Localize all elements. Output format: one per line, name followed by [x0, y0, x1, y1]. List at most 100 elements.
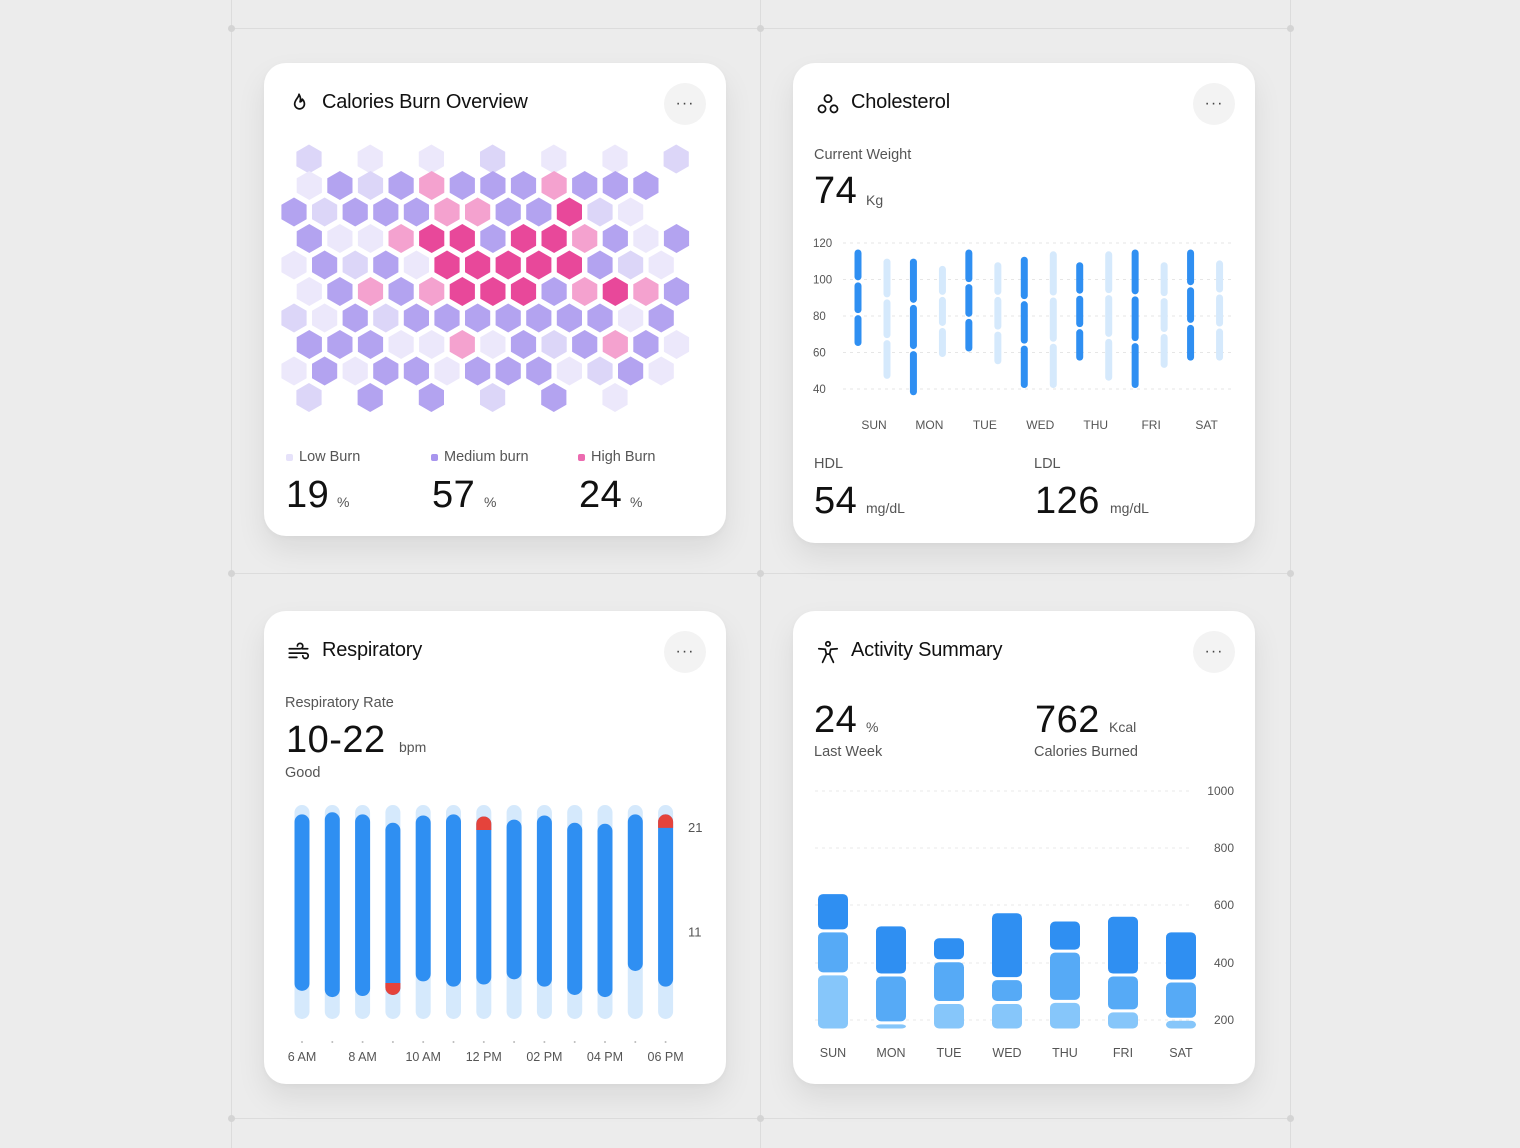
hex-cell [618, 303, 644, 333]
weight-bar-dark [965, 249, 973, 283]
legend-dot [431, 453, 438, 461]
guide-dot [1287, 1115, 1294, 1122]
hex-cell [587, 303, 613, 333]
weight-bar-light [1160, 298, 1168, 333]
card-title: Respiratory [322, 639, 423, 661]
more-options-button[interactable]: ··· [1193, 631, 1235, 673]
hex-cell [388, 330, 414, 359]
hex-cell [633, 277, 659, 306]
flame-icon [293, 93, 306, 110]
weight-bar-light [1049, 297, 1057, 342]
stacked-segment [1166, 982, 1196, 1018]
x-tick-label: 12 PM [466, 1050, 502, 1064]
hex-cell [618, 197, 644, 227]
stacked-segment [818, 894, 848, 930]
hex-cell [495, 197, 521, 227]
tick-dot [482, 1041, 485, 1043]
cholesterol-chart: 120 100 80 60 40 SUN MON TUE WED THU FRI SAT [813, 238, 1231, 432]
hex-cell [449, 171, 475, 200]
y-tick-label: 400 [1214, 956, 1234, 970]
respiratory-chart: 21 11 6 AM 8 AM 10 AM 12 PM 02 PM 04 PM 06 PM [288, 805, 702, 1064]
activity-chart: 1000 800 600 400 200 SUN MON TUE WED THU FRI SAT [815, 784, 1234, 1060]
hex-cell [373, 356, 399, 386]
weight-bar-dark [965, 318, 973, 352]
stacked-segment [934, 962, 964, 1002]
low-flag [385, 982, 401, 995]
weight-bar-light [1105, 295, 1113, 337]
x-tick-label: SAT [1195, 418, 1218, 432]
hex-cell [296, 277, 322, 306]
more-options-button[interactable]: ··· [1193, 83, 1235, 125]
hex-cell [510, 224, 537, 253]
x-tick-label: SUN [820, 1046, 846, 1060]
hex-cell [556, 197, 582, 227]
hex-cell [373, 250, 399, 280]
hex-cell [572, 224, 598, 253]
weight-bar-dark [854, 315, 862, 347]
respiratory-status: Good [285, 765, 321, 781]
hex-cell [495, 303, 521, 333]
x-tick-label: 06 PM [648, 1050, 684, 1064]
hex-cell [419, 224, 445, 253]
x-tick-label: MON [876, 1046, 905, 1060]
respiratory-rate-value: 10-22 [286, 719, 386, 761]
hdl-unit: mg/dL [866, 500, 905, 516]
high-burn-value: 24 [579, 474, 623, 516]
hex-cell [357, 144, 383, 174]
hex-cell [572, 171, 598, 200]
card-title: Activity Summary [851, 639, 1003, 661]
hdl-label: HDL [814, 456, 844, 472]
hex-cell [541, 330, 567, 359]
activity-card: Activity Summary ··· 24 % Last Week 762 … [793, 611, 1255, 1084]
hex-cell [602, 144, 628, 174]
hex-cell [281, 197, 307, 227]
calories-burned-unit: Kcal [1109, 719, 1137, 735]
hex-cell [419, 330, 445, 359]
x-tick-label: FRI [1113, 1046, 1133, 1060]
guide-dot [228, 25, 235, 32]
legend-high-burn: High Burn [578, 449, 655, 465]
hdl-value: 54 [814, 480, 858, 522]
hex-cell [296, 330, 322, 359]
weight-bar-light [1160, 334, 1168, 368]
y-tick-label: 21 [688, 820, 702, 835]
hex-cell [434, 303, 460, 333]
medium-burn-value: 57 [432, 474, 476, 516]
x-tick-label: FRI [1141, 418, 1160, 432]
weight-bar-dark [965, 284, 973, 317]
hex-cell [663, 277, 690, 306]
weight-bar-light [1049, 343, 1057, 388]
hex-cell [342, 197, 368, 227]
weight-bar-dark [1076, 329, 1084, 361]
weight-bar-light [1216, 294, 1224, 327]
x-tick-label: THU [1052, 1046, 1078, 1060]
stacked-segment [934, 938, 964, 960]
hex-cell [419, 277, 445, 306]
stacked-segment [992, 980, 1022, 1002]
rate-bar [385, 822, 401, 995]
tick-dot [604, 1041, 606, 1043]
tick-dot [513, 1041, 516, 1043]
hex-cell [541, 171, 567, 200]
hex-cell [434, 250, 460, 280]
legend-label: Low Burn [299, 449, 361, 465]
more-options-button[interactable]: ··· [664, 631, 706, 673]
y-tick-label: 600 [1214, 898, 1234, 912]
stacked-segment [1108, 916, 1138, 974]
hex-cell [327, 277, 353, 306]
x-tick-label: MON [915, 418, 943, 432]
weight-bar-light [994, 296, 1002, 330]
respiratory-rate-label: Respiratory Rate [285, 695, 394, 711]
weight-bar-dark [854, 249, 862, 281]
more-options-button[interactable]: ··· [664, 83, 706, 125]
weight-bar-light [1216, 260, 1224, 293]
hex-cell [403, 250, 429, 280]
hex-cell [373, 303, 399, 333]
hex-cell [449, 330, 475, 359]
tick-dot [573, 1041, 576, 1043]
stacked-segment [1108, 1012, 1138, 1029]
high-burn-unit: % [630, 494, 643, 510]
calories-burned-label: Calories Burned [1034, 744, 1138, 760]
y-tick-label: 800 [1214, 841, 1234, 855]
tick-dot [301, 1041, 303, 1043]
